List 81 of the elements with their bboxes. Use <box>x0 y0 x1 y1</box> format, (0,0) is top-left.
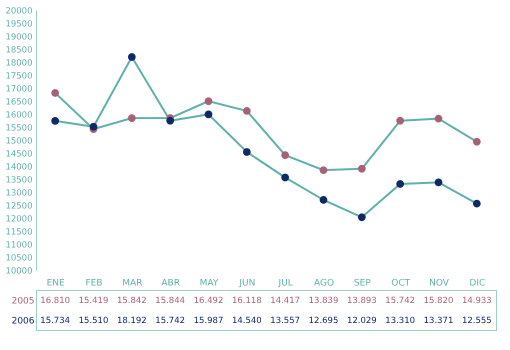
data-label: 14.540 <box>232 316 262 326</box>
x-tick-label: DIC <box>469 278 486 288</box>
data-label: 13.371 <box>424 316 454 326</box>
x-tick-label: MAY <box>200 278 219 288</box>
data-label: 16.810 <box>40 296 70 306</box>
data-label: 13.310 <box>385 316 416 326</box>
x-tick-label: FEB <box>85 278 103 288</box>
data-label: 16.492 <box>194 296 224 306</box>
data-label: 18.192 <box>116 316 147 326</box>
x-tick-label: ABR <box>161 278 180 288</box>
y-tick-label: 20000 <box>5 6 32 16</box>
data-label: 15.844 <box>155 296 186 306</box>
point <box>51 117 60 125</box>
point <box>128 53 136 61</box>
y-tick-label: 11500 <box>5 228 32 238</box>
data-label: 15.734 <box>40 316 70 326</box>
data-label: 15.742 <box>385 296 416 306</box>
data-label: 13.839 <box>308 296 338 306</box>
y-tick-label: 15000 <box>5 136 32 146</box>
y-tick-label: 11000 <box>5 240 32 250</box>
x-tick-label: NOV <box>429 278 450 288</box>
x-tick-label: SEP <box>354 278 372 288</box>
x-tick-label: OCT <box>391 278 411 288</box>
y-tick-label: 18000 <box>5 58 32 68</box>
y-tick-label: 17500 <box>5 72 32 82</box>
point <box>358 213 366 222</box>
point <box>472 200 481 208</box>
data-label: 13.893 <box>346 296 377 306</box>
y-tick-label: 10000 <box>5 266 32 276</box>
x-tick-label: MAR <box>122 278 142 288</box>
point <box>396 116 404 125</box>
data-label: 15.842 <box>116 296 147 306</box>
point <box>242 148 251 156</box>
point <box>242 107 251 115</box>
y-tick-label: 14000 <box>5 162 32 172</box>
point <box>358 164 366 173</box>
y-tick-label: 19500 <box>5 20 32 30</box>
y-tick-label: 13500 <box>5 176 32 186</box>
point <box>434 178 442 186</box>
data-label: 14.933 <box>462 296 492 306</box>
data-label: 15.510 <box>78 316 108 326</box>
y-tick-label: 18500 <box>5 46 32 56</box>
x-tick-label: JUL <box>278 278 293 288</box>
x-tick-label: JUN <box>238 278 256 288</box>
data-label: 13.557 <box>270 316 300 326</box>
point <box>204 110 212 118</box>
point <box>320 166 328 174</box>
x-tick-label: ENE <box>46 278 66 288</box>
data-label: 12.029 <box>346 316 377 326</box>
point <box>204 97 212 106</box>
point <box>396 180 404 188</box>
data-label: 15.419 <box>78 296 108 306</box>
y-tick-label: 15500 <box>5 124 32 134</box>
y-tick-label: 19000 <box>5 32 32 42</box>
y-tick-label: 10500 <box>5 254 32 264</box>
point <box>51 89 60 97</box>
y-tick-label: 16000 <box>5 110 32 120</box>
point <box>90 122 98 131</box>
point <box>281 174 290 182</box>
y-tick-label: 12000 <box>5 214 32 224</box>
y-tick-label: 13000 <box>5 188 32 198</box>
data-label: 14.417 <box>270 296 300 306</box>
point <box>434 114 442 123</box>
point <box>128 114 136 122</box>
text: 2006 <box>12 316 35 326</box>
y-tick-label: 17000 <box>5 84 32 94</box>
y-tick-label: 16500 <box>5 98 32 108</box>
y-tick-label: 12500 <box>5 202 32 212</box>
x-tick-label: AGO <box>314 278 334 288</box>
point <box>472 138 481 146</box>
data-label: 15.820 <box>424 296 454 306</box>
data-label: 16.118 <box>232 296 262 306</box>
point <box>166 116 174 125</box>
data-label: 12.695 <box>308 316 338 326</box>
data-label: 15.742 <box>155 316 186 326</box>
data-label: 15.987 <box>194 316 224 326</box>
text: 2005 <box>12 296 34 306</box>
point <box>320 196 328 204</box>
data-label: 12.555 <box>462 316 492 326</box>
point <box>281 151 290 160</box>
y-tick-label: 14500 <box>5 150 32 160</box>
